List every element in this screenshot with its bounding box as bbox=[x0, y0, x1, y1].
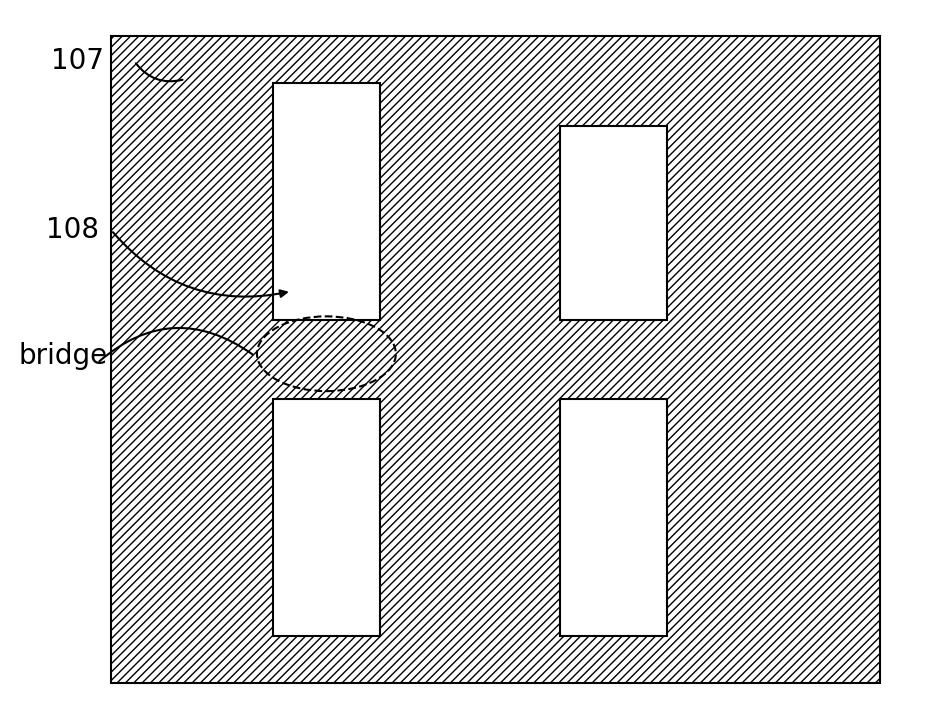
Text: bridge: bridge bbox=[19, 342, 107, 370]
Text: 107: 107 bbox=[51, 47, 104, 75]
Bar bbox=[560, 399, 667, 636]
Bar bbox=[273, 399, 380, 636]
Bar bbox=[273, 83, 380, 320]
Bar bbox=[560, 126, 667, 320]
Text: 108: 108 bbox=[46, 216, 99, 244]
Bar bbox=[111, 36, 880, 683]
